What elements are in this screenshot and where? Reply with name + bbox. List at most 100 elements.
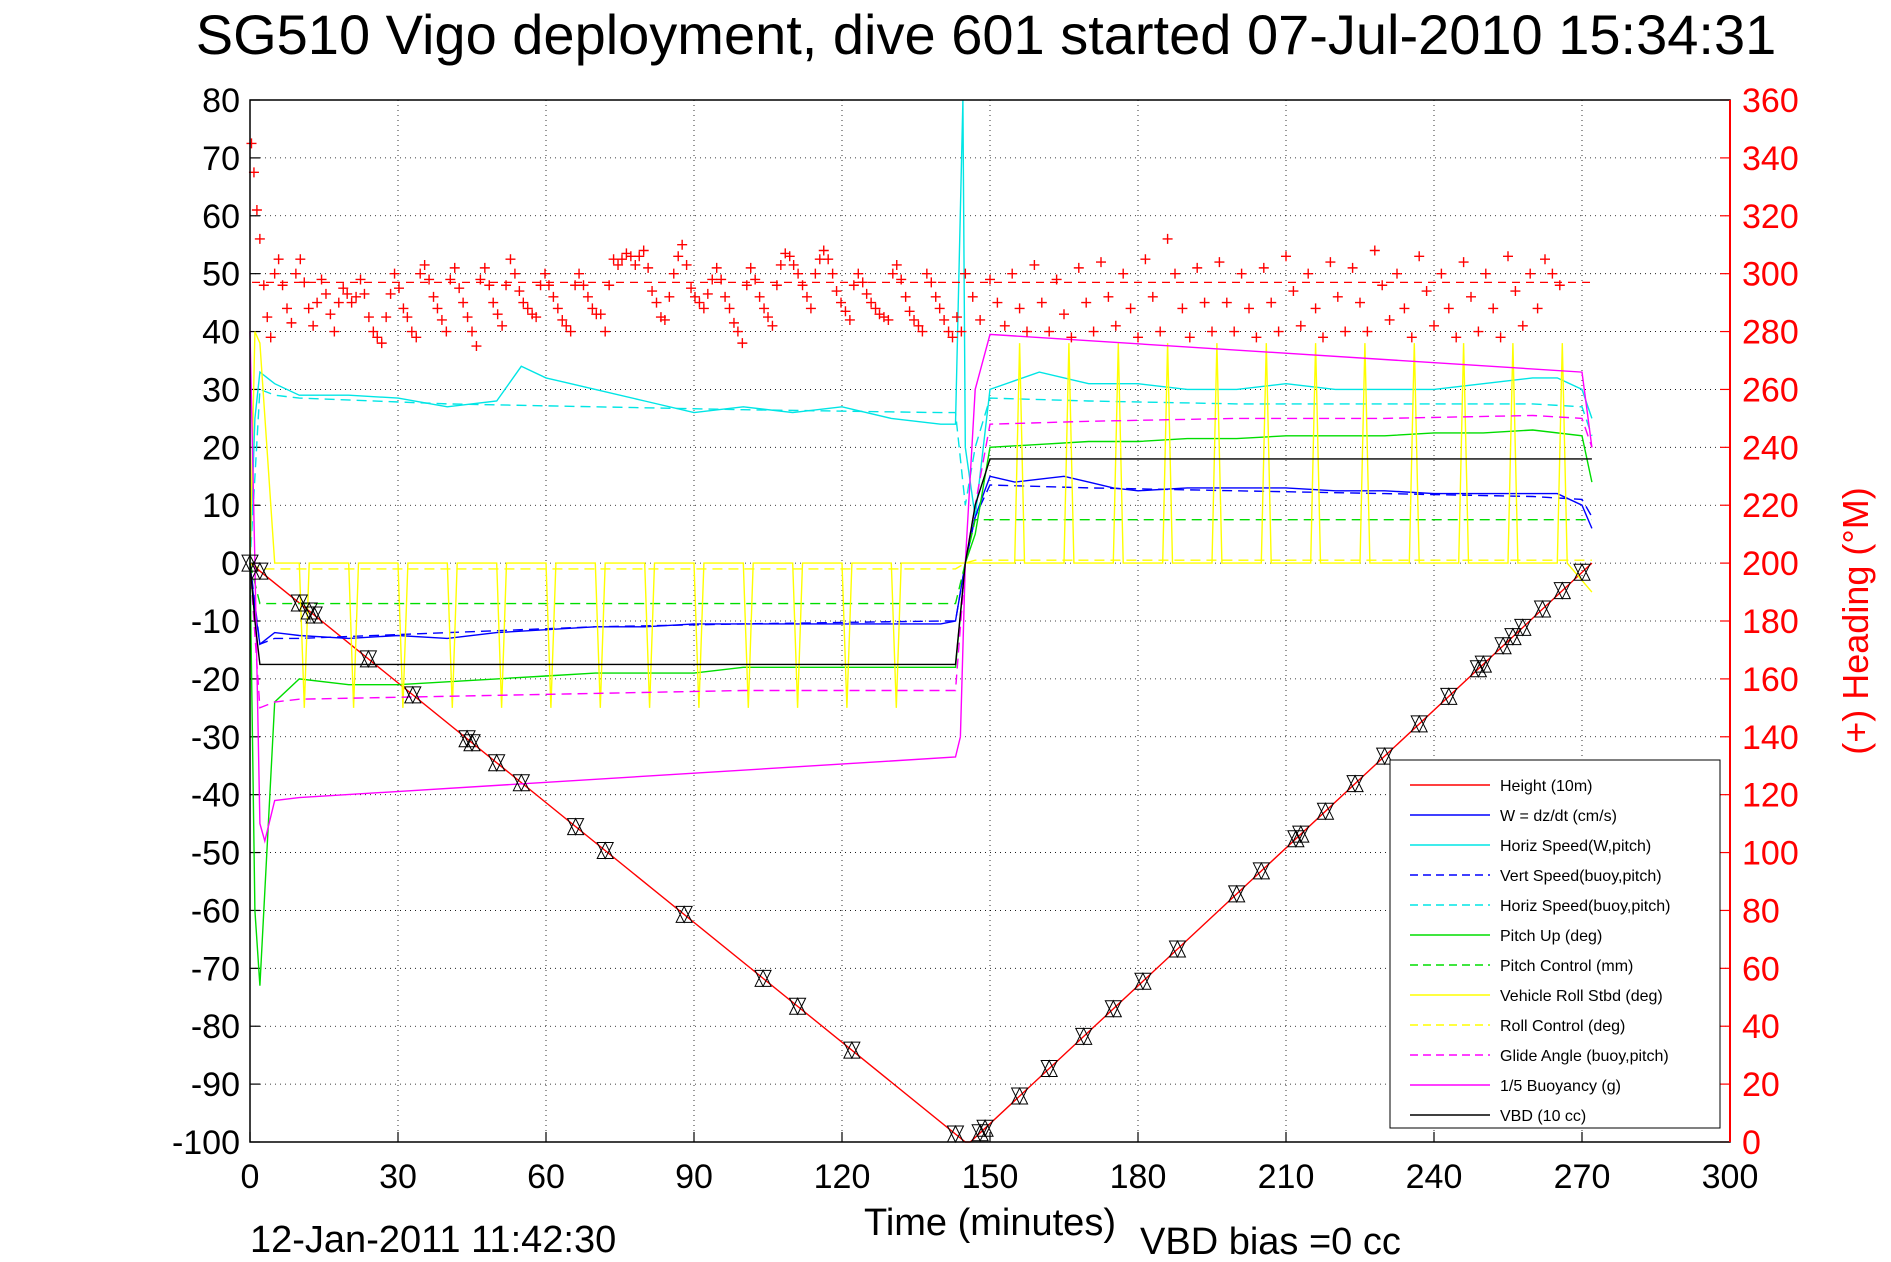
heading-point bbox=[1406, 332, 1417, 343]
heading-point bbox=[797, 280, 808, 291]
legend-box bbox=[1389, 759, 1721, 1129]
marker-down bbox=[1104, 1000, 1123, 1018]
heading-point bbox=[1221, 297, 1232, 308]
heading-point bbox=[960, 268, 971, 279]
heading-point bbox=[462, 312, 473, 323]
heading-point bbox=[630, 259, 641, 270]
heading-point bbox=[1266, 297, 1277, 308]
marker-down bbox=[1504, 628, 1522, 646]
marker-down bbox=[1168, 940, 1187, 959]
heading-point bbox=[616, 254, 627, 265]
heading-point bbox=[1088, 326, 1099, 337]
heading-point bbox=[1125, 303, 1136, 314]
heading-point bbox=[659, 314, 670, 325]
series-line-10 bbox=[249, 331, 1593, 844]
heading-point bbox=[325, 309, 336, 320]
heading-point bbox=[320, 288, 331, 299]
heading-point bbox=[1355, 297, 1365, 308]
heading-point bbox=[432, 303, 443, 314]
heading-point bbox=[385, 288, 396, 299]
heading-point bbox=[651, 297, 662, 308]
heading-point bbox=[1207, 326, 1217, 337]
tick-label-x: 120 bbox=[814, 1158, 871, 1196]
heading-point bbox=[372, 332, 383, 343]
heading-point bbox=[1177, 303, 1188, 314]
heading-point bbox=[788, 259, 799, 270]
heading-point bbox=[716, 274, 727, 285]
heading-point bbox=[1044, 326, 1055, 337]
heading-point bbox=[424, 274, 435, 285]
heading-point bbox=[930, 291, 941, 302]
tick-label-left: -60 bbox=[191, 892, 240, 930]
heading-point bbox=[728, 317, 739, 328]
heading-point bbox=[1103, 291, 1114, 302]
tick-label-right: 240 bbox=[1742, 429, 1799, 467]
heading-point bbox=[1273, 326, 1284, 337]
heading-point bbox=[570, 280, 581, 291]
heading-point bbox=[548, 291, 559, 302]
tick-label-x: 180 bbox=[1110, 1158, 1167, 1196]
tick-label-x: 60 bbox=[527, 1158, 565, 1196]
heading-point bbox=[1318, 332, 1328, 343]
heading-point bbox=[1059, 309, 1069, 320]
heading-point bbox=[689, 291, 700, 302]
heading-point bbox=[992, 297, 1003, 308]
heading-point bbox=[754, 291, 765, 302]
legend-entry: Vert Speed(buoy,pitch) bbox=[1500, 868, 1662, 885]
heading-point bbox=[1192, 262, 1203, 273]
series-line-2 bbox=[249, 99, 1593, 564]
heading-point bbox=[329, 326, 340, 337]
tick-label-x: 0 bbox=[241, 1158, 260, 1196]
tick-label-right: 340 bbox=[1742, 140, 1799, 178]
marker-down bbox=[1291, 825, 1310, 844]
legend-entry: Pitch Control (mm) bbox=[1500, 958, 1633, 975]
series-line-4 bbox=[249, 388, 1593, 564]
heading-point bbox=[793, 268, 804, 279]
heading-point bbox=[634, 251, 645, 262]
marker-down bbox=[458, 730, 476, 748]
heading-point bbox=[1540, 254, 1550, 265]
heading-point bbox=[741, 280, 752, 291]
series-line-3 bbox=[249, 484, 1593, 646]
heading-point bbox=[351, 291, 362, 302]
legend-entry: Glide Angle (buoy,pitch) bbox=[1500, 1048, 1669, 1065]
heading-point bbox=[921, 268, 932, 279]
heading-point bbox=[1133, 332, 1143, 343]
heading-point bbox=[848, 280, 859, 291]
tick-label-left: 10 bbox=[202, 487, 240, 525]
marker-down bbox=[487, 754, 506, 772]
heading-point bbox=[535, 280, 546, 291]
heading-point bbox=[771, 280, 782, 291]
heading-point bbox=[745, 262, 756, 273]
heading-point bbox=[1155, 326, 1166, 337]
heading-point bbox=[1081, 297, 1092, 308]
heading-point bbox=[1303, 268, 1314, 279]
legend-entry: Pitch Up (deg) bbox=[1500, 928, 1602, 945]
heading-point bbox=[861, 288, 872, 299]
tick-label-x: 240 bbox=[1406, 1158, 1463, 1196]
heading-point bbox=[827, 268, 838, 279]
heading-point bbox=[1421, 286, 1432, 297]
tick-label-right: 60 bbox=[1742, 950, 1780, 988]
heading-point bbox=[724, 303, 735, 314]
tick-label-right: 40 bbox=[1742, 1008, 1780, 1046]
heading-point bbox=[1369, 245, 1380, 256]
heading-point bbox=[1244, 303, 1254, 314]
heading-point bbox=[975, 314, 986, 325]
heading-point bbox=[823, 254, 834, 265]
tick-label-left: -40 bbox=[191, 777, 240, 815]
heading-point bbox=[454, 283, 465, 294]
legend-entry: W = dz/dt (cm/s) bbox=[1500, 808, 1617, 825]
marker-down bbox=[512, 774, 531, 792]
marker-down bbox=[251, 562, 269, 581]
heading-point bbox=[831, 286, 842, 297]
heading-point bbox=[316, 274, 327, 285]
heading-point bbox=[543, 280, 554, 291]
heading-point bbox=[1554, 280, 1565, 291]
heading-point bbox=[355, 274, 366, 285]
heading-point bbox=[1147, 291, 1158, 302]
heading-point bbox=[333, 297, 344, 308]
heading-point bbox=[805, 303, 816, 314]
heading-point bbox=[514, 286, 525, 297]
heading-point bbox=[985, 274, 995, 285]
